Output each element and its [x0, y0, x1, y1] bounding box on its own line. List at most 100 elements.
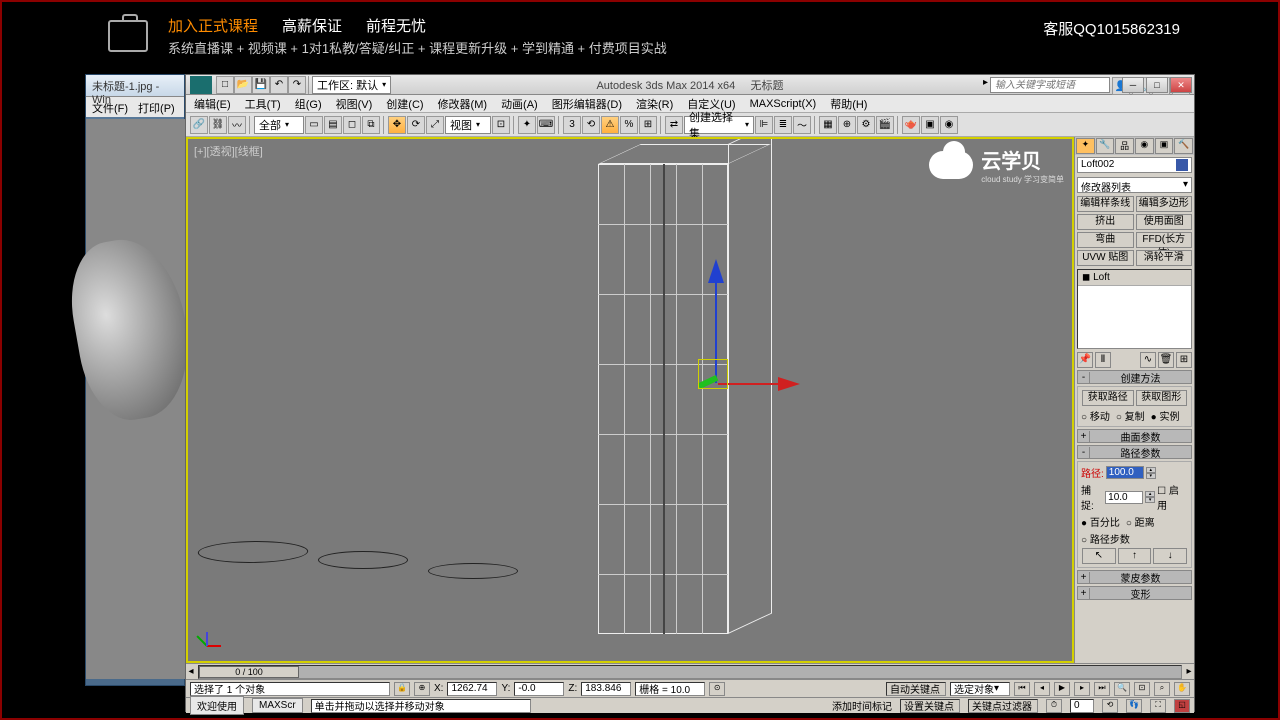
modifier-list-dropdown[interactable]: 修改器列表▾ [1077, 177, 1192, 193]
radio-distance[interactable]: ○ 距离 [1126, 514, 1155, 529]
prev-frame-icon[interactable]: ◂ [1034, 682, 1050, 696]
btn-facemap[interactable]: 使用面图 [1136, 214, 1193, 230]
btn-editpoly[interactable]: 编辑多边形 [1136, 196, 1193, 212]
radio-pathsteps[interactable]: ○ 路径步数 [1081, 531, 1130, 546]
render-prod-icon[interactable]: 🫖 [902, 116, 920, 134]
rollout-deform[interactable]: +变形 [1077, 586, 1192, 600]
rotate-icon[interactable]: ⟳ [407, 116, 425, 134]
viewport-perspective[interactable]: [+][透视][线框] [186, 137, 1074, 663]
select-icon[interactable]: ▭ [305, 116, 323, 134]
pivot-icon[interactable]: ⊡ [492, 116, 510, 134]
command-panel[interactable]: ✦ 🔧 品 ◉ ▣ 🔨 Loft002 修改器列表▾ 编辑样条线编辑多边形 挤出… [1074, 137, 1194, 663]
nav-max-icon[interactable]: ⛶ [1150, 699, 1166, 713]
radio-percent[interactable]: ● 百分比 [1081, 514, 1120, 529]
next-btn[interactable]: ↓ [1153, 548, 1187, 564]
goto-start-icon[interactable]: ⏮ [1014, 682, 1030, 696]
schematic-icon[interactable]: ▦ [819, 116, 837, 134]
menu-edit[interactable]: 编辑(E) [194, 96, 231, 112]
btn-getpath[interactable]: 获取路径 [1082, 390, 1134, 406]
menu-render[interactable]: 渲染(R) [636, 96, 673, 112]
edit-named-icon[interactable]: ⊞ [639, 116, 657, 134]
mirror-icon[interactable]: ⇄ [665, 116, 683, 134]
modifier-stack[interactable]: ◼ Loft [1077, 269, 1192, 349]
stack-loft[interactable]: ◼ Loft [1078, 270, 1191, 286]
tab-motion[interactable]: ◉ [1135, 138, 1154, 154]
window-crossing-icon[interactable]: ⧉ [362, 116, 380, 134]
loft-object[interactable] [598, 144, 778, 644]
autokey-button[interactable]: 自动关键点 [886, 682, 946, 696]
tab-display[interactable]: ▣ [1155, 138, 1174, 154]
tab-modify[interactable]: 🔧 [1096, 138, 1115, 154]
tab-utilities[interactable]: 🔨 [1174, 138, 1193, 154]
angle-snap-icon[interactable]: ⟲ [582, 116, 600, 134]
layers-icon[interactable]: ≣ [774, 116, 792, 134]
unlink-icon[interactable]: ⛓ [209, 116, 227, 134]
next-frame-icon[interactable]: ▸ [1074, 682, 1090, 696]
nav-zoom-icon[interactable]: 🔍 [1114, 682, 1130, 696]
curve-editor-icon[interactable]: 〜 [793, 116, 811, 134]
menu-modifier[interactable]: 修改器(M) [438, 96, 488, 112]
menu-maxscript[interactable]: MAXScript(X) [750, 98, 817, 110]
filter-dropdown[interactable]: 全部 [254, 116, 304, 134]
new-icon[interactable]: □ [216, 76, 234, 94]
app-icon[interactable] [190, 76, 212, 94]
isolate-icon[interactable]: ⊙ [709, 682, 725, 696]
timeline[interactable]: ◂ 0 / 100 ▸ [186, 663, 1194, 679]
setkey-button[interactable]: 设置关键点 [900, 699, 960, 713]
percent-snap-icon[interactable]: ⚠ [601, 116, 619, 134]
path-value-input[interactable] [1106, 466, 1144, 479]
nav-minmax-icon[interactable]: ◱ [1174, 699, 1190, 713]
goto-end-icon[interactable]: ⏭ [1094, 682, 1110, 696]
render-iter-icon[interactable]: ▣ [921, 116, 939, 134]
refcoord-dropdown[interactable]: 视图 [445, 116, 491, 134]
tab-hierarchy[interactable]: 品 [1115, 138, 1134, 154]
nav-zoomall-icon[interactable]: ⊡ [1134, 682, 1150, 696]
radio-instance[interactable]: ● 实例 [1151, 408, 1180, 423]
align-icon[interactable]: ⊫ [755, 116, 773, 134]
bind-icon[interactable]: 〰 [228, 116, 246, 134]
open-icon[interactable]: 📂 [234, 76, 252, 94]
radio-move[interactable]: ○ 移动 [1081, 408, 1110, 423]
material-icon[interactable]: ⊕ [838, 116, 856, 134]
btn-ffd[interactable]: FFD(长方体) [1136, 232, 1193, 248]
lock-icon[interactable]: 🔒 [394, 682, 410, 696]
y-coord[interactable]: -0.0 [514, 682, 564, 696]
time-config-icon[interactable]: ⏱ [1046, 699, 1062, 713]
btn-getshape[interactable]: 获取图形 [1136, 390, 1188, 406]
menu-group[interactable]: 组(G) [295, 96, 322, 112]
make-unique-icon[interactable]: ∿ [1140, 352, 1156, 368]
main-toolbar[interactable]: 🔗 ⛓ 〰 全部 ▭ ▤ ◻ ⧉ ✥ ⟳ ⤢ 视图 ⊡ ✦ ⌨ 3 ⟲ ⚠ % … [186, 113, 1194, 137]
tab-create[interactable]: ✦ [1076, 138, 1095, 154]
menu-create[interactable]: 创建(C) [386, 96, 423, 112]
save-icon[interactable]: 💾 [252, 76, 270, 94]
rollout-surface[interactable]: +曲面参数 [1077, 429, 1192, 443]
render-frame-icon[interactable]: 🎬 [876, 116, 894, 134]
search-input[interactable] [990, 77, 1110, 93]
time-slider[interactable]: 0 / 100 [198, 665, 1182, 679]
spinner-snap-icon[interactable]: % [620, 116, 638, 134]
nav-orbit-icon[interactable]: ⟲ [1102, 699, 1118, 713]
workspace-dropdown[interactable]: 工作区: 默认 [312, 76, 391, 94]
menu-graph[interactable]: 图形编辑器(D) [552, 96, 622, 112]
play-icon[interactable]: ▶ [1054, 682, 1070, 696]
btn-uvw[interactable]: UVW 贴图 [1077, 250, 1134, 266]
rollout-skin[interactable]: +蒙皮参数 [1077, 570, 1192, 584]
named-selset-dropdown[interactable]: 创建选择集 [684, 116, 754, 134]
select-name-icon[interactable]: ▤ [324, 116, 342, 134]
configure-icon[interactable]: ⊞ [1176, 352, 1192, 368]
undo-icon[interactable]: ↶ [270, 76, 288, 94]
coord-icon[interactable]: ⊕ [414, 682, 430, 696]
btn-editspline[interactable]: 编辑样条线 [1077, 196, 1134, 212]
prev-btn[interactable]: ↑ [1118, 548, 1152, 564]
z-coord[interactable]: 183.846 [581, 682, 631, 696]
btn-turbo[interactable]: 涡轮平滑 [1136, 250, 1193, 266]
object-name-field[interactable]: Loft002 [1077, 157, 1192, 173]
enable-checkbox[interactable]: ☐ 启用 [1157, 482, 1188, 512]
rollout-path[interactable]: -路径参数 [1077, 445, 1192, 459]
redo-icon[interactable]: ↷ [288, 76, 306, 94]
nav-pan-icon[interactable]: ✋ [1174, 682, 1190, 696]
radio-copy[interactable]: ○ 复制 [1116, 408, 1145, 423]
tab-maxscript[interactable]: MAXScr [252, 698, 303, 713]
scale-icon[interactable]: ⤢ [426, 116, 444, 134]
color-swatch[interactable] [1176, 159, 1188, 171]
